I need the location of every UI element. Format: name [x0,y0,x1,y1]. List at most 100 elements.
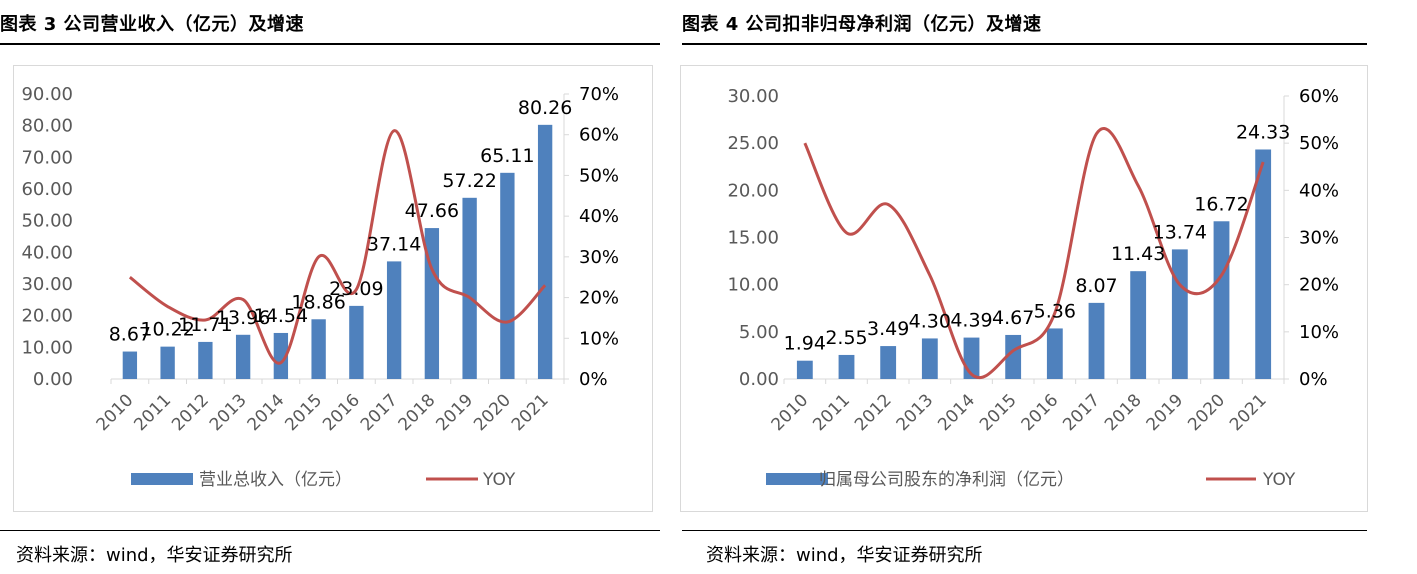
x-tick-label: 2018 [1101,390,1146,435]
y-right-tick-label: 10% [579,328,619,349]
bar-value-label: 11.71 [178,314,232,336]
bar-value-label: 3.49 [867,318,909,340]
bar-2010 [796,360,813,379]
y-left-tick-label: 40.00 [21,242,73,263]
x-tick-label: 2016 [1018,390,1063,435]
y-right-tick-label: 60% [1299,86,1339,107]
bar-2015 [1005,334,1022,379]
y-left-tick-label: 20.00 [21,306,73,327]
x-tick-label: 2017 [357,390,402,435]
x-tick-label: 2014 [934,390,979,435]
x-tick-label: 2011 [130,390,175,435]
x-tick-label: 2017 [1059,390,1104,435]
x-tick-label: 2013 [893,390,938,435]
x-tick-label: 2010 [768,390,813,435]
figure-3-source: 资料来源：wind，华安证券研究所 [16,545,293,566]
y-left-tick-label: 30.00 [21,274,73,295]
x-tick-label: 2019 [432,390,477,435]
figure-3-bottom-rule [0,530,660,531]
bar-value-label: 4.30 [909,310,951,332]
y-right-tick-label: 0% [579,369,608,390]
bar-2012 [198,341,213,379]
y-right-tick-label: 60% [579,125,619,146]
bar-value-label: 23.09 [329,278,383,300]
bar-value-label: 65.11 [480,145,534,167]
y-left-tick-label: 10.00 [21,337,73,358]
y-right-tick-label: 50% [579,165,619,186]
figure-4-source: 资料来源：wind，华安证券研究所 [706,545,983,566]
x-tick-label: 2020 [1184,390,1229,435]
bar-2019 [462,197,477,379]
chart-3-revenue: 0.00 10.00 20.00 30.00 40.00 50.00 60.00 70.00 8… [21,84,619,490]
bar-value-label: 1.94 [784,333,826,355]
y-left-tick-label: 0.00 [739,369,779,390]
x-tick-label: 2015 [281,390,326,435]
y-right-tick-label: 0% [1299,369,1328,390]
y-right-tick-label: 40% [1299,180,1339,201]
bar-2021 [537,124,553,379]
x-tick-label: 2012 [851,390,896,435]
legend-bar-swatch [131,473,193,485]
y-left-tick-label: 15.00 [727,228,779,249]
figure-4-bottom-rule [682,530,1367,531]
bar-value-label: 4.39 [950,310,992,332]
bar-2015 [311,319,326,379]
bar-2010 [122,351,138,379]
x-tick-label: 2015 [976,390,1021,435]
bar-2011 [160,346,175,379]
y-right-tick-label: 40% [579,206,619,227]
y-right-tick-label: 30% [1299,228,1339,249]
bar-value-label: 47.66 [405,200,459,222]
figure-4-top-rule [682,43,1367,45]
bar-value-label: 24.33 [1236,121,1290,143]
bar-value-label: 18.86 [291,291,345,313]
bar-value-label: 37.14 [367,233,421,255]
bar-2018 [1130,271,1147,379]
y-right-tick-label: 20% [579,288,619,309]
y-right-tick-label: 50% [1299,133,1339,154]
y-left-tick-label: 5.00 [739,322,779,343]
figure-3-title: 图表 3 公司营业收入（亿元）及增速 [0,14,305,35]
x-tick-label: 2018 [395,390,440,435]
legend-bar-swatch [766,473,828,485]
y-left-tick-label: 70.00 [21,147,73,168]
bar-2017 [1088,302,1105,379]
x-tick-label: 2014 [244,390,289,435]
figure-3-top-rule [0,43,660,45]
x-tick-label: 2021 [508,390,553,435]
y-right-tick-label: 20% [1299,275,1339,296]
bar-value-label: 4.67 [992,307,1034,329]
yoy-line [128,129,547,365]
y-left-tick-label: 25.00 [727,133,779,154]
x-tick-label: 2021 [1226,390,1271,435]
bar-2021 [1255,149,1272,379]
legend-line-label: YOY [482,470,516,490]
x-tick-label: 2010 [93,390,138,435]
bar-2014 [273,332,289,379]
bar-2016 [1046,328,1063,379]
bar-2016 [349,305,364,379]
bar-2020 [1213,221,1230,379]
bar-value-label: 13.96 [216,307,270,329]
x-tick-label: 2012 [168,390,213,435]
bar-2013 [235,334,251,379]
x-tick-label: 2011 [809,390,854,435]
bar-value-label: 2.55 [825,327,867,349]
figure-4-title: 图表 4 公司扣非归母净利润（亿元）及增速 [682,14,1042,35]
y-left-tick-label: 50.00 [21,211,73,232]
yoy-line [803,126,1265,380]
x-tick-label: 2013 [206,390,251,435]
bar-2013 [921,338,938,379]
y-right-tick-label: 10% [1299,322,1339,343]
bar-2017 [386,261,402,379]
bar-2012 [880,346,897,379]
bar-value-label: 14.54 [254,305,308,327]
bar-2011 [838,354,855,379]
y-right-tick-label: 70% [579,84,619,105]
bar-value-label: 80.26 [518,97,572,119]
bar-2018 [424,228,440,379]
bar-value-label: 11.43 [1111,243,1165,265]
legend-bar-label: 营业总收入（亿元） [199,470,352,490]
x-tick-label: 2016 [319,390,364,435]
x-tick-label: 2019 [1143,390,1188,435]
